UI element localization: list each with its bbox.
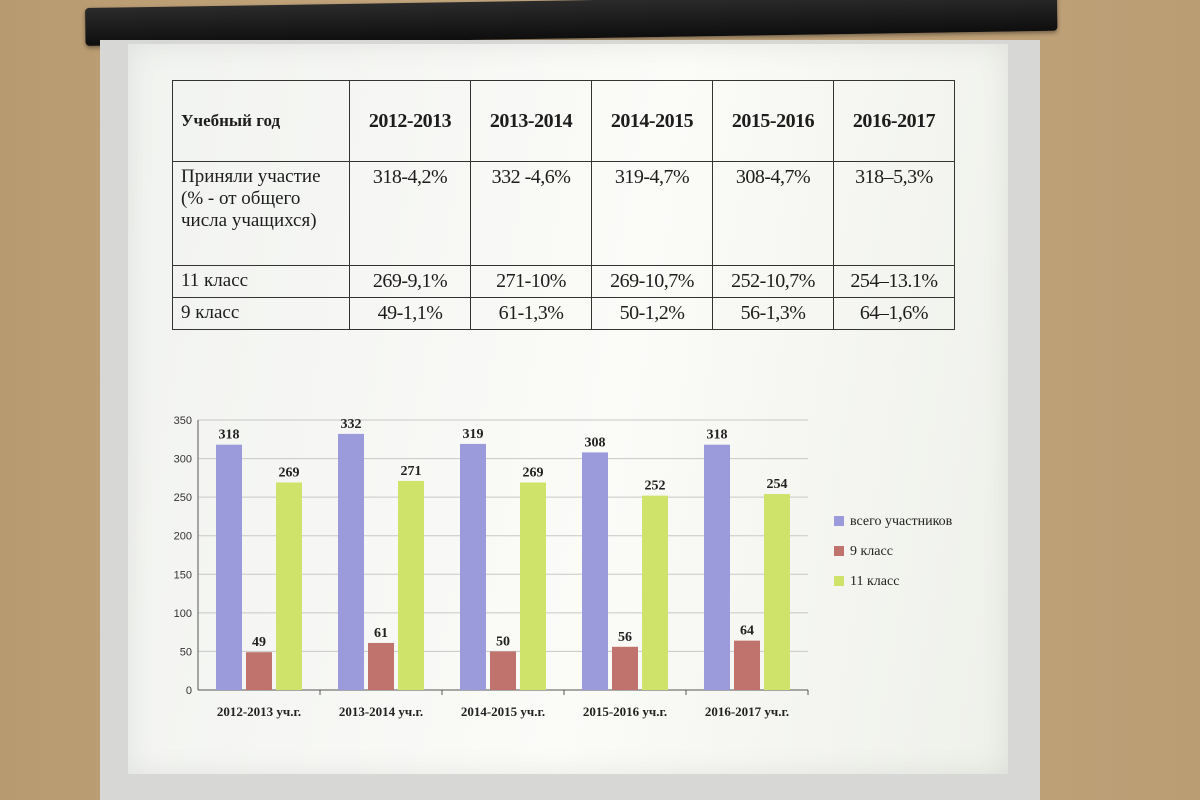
y-tick-label: 350 [174,415,192,427]
bar [582,452,608,690]
table-cell: 61-1,3% [470,297,592,330]
x-tick-label: 2015-2016 уч.г. [583,704,667,719]
y-tick-label: 50 [180,646,192,658]
data-label: 56 [618,630,632,645]
data-label: 332 [341,417,362,432]
table-cell: 269-9,1% [349,265,471,298]
table-row: 9 класс 49-1,1% 61-1,3% 50-1,2% 56-1,3% … [172,297,955,330]
legend-entry: 11 класс [850,574,899,589]
table-cell: 252-10,7% [712,265,834,298]
data-label: 308 [585,435,606,450]
legend-swatch [834,546,844,556]
data-label: 61 [374,626,388,641]
bar [460,443,486,690]
table-header-year: 2016-2017 [833,80,955,162]
legend-swatch [834,516,844,526]
bar-chart: 0 50 100 150 200 250 300 350 318 49 269 2012-2013 у… [174,415,953,719]
table-cell: 318-4,2% [349,161,471,266]
table-header-label: Учебный год [172,80,350,162]
table-cell: 254–13.1% [833,265,955,298]
bar [764,494,790,690]
y-tick-label: 100 [174,608,192,620]
bar [704,444,730,690]
table-cell: 318–5,3% [833,161,955,266]
statistics-table: Учебный год 2012-2013 2013-2014 2014-201… [172,80,955,330]
y-tick-label: 200 [174,531,192,543]
data-label: 271 [401,464,422,479]
data-label: 254 [767,477,788,492]
x-tick-label: 2012-2013 уч.г. [217,704,301,719]
bar [734,640,760,690]
table-cell: 269-10,7% [591,265,713,298]
data-label: 49 [252,635,266,650]
table-header-year: 2014-2015 [591,80,713,162]
row-label-grade-11: 11 класс [172,265,350,298]
y-tick-label: 250 [174,492,192,504]
table-cell: 308-4,7% [712,161,834,266]
bar [246,652,272,690]
bar [398,480,424,690]
table-header-year: 2012-2013 [349,80,471,162]
table-header-year: 2013-2014 [470,80,592,162]
y-tick-label: 0 [186,685,192,697]
table-cell: 64–1,6% [833,297,955,330]
row-label-participants: Приняли участие (% - от общего числа уча… [172,161,350,266]
table-header-year: 2015-2016 [712,80,834,162]
legend-swatch [834,576,844,586]
bar [490,651,516,690]
table-cell: 319-4,7% [591,161,713,266]
y-tick-label: 150 [174,569,192,581]
data-label: 252 [645,479,666,494]
table-cell: 56-1,3% [712,297,834,330]
table-row: 11 класс 269-9,1% 271-10% 269-10,7% 252-… [172,265,955,298]
x-tick-label: 2016-2017 уч.г. [705,704,789,719]
y-tick-label: 300 [174,454,192,466]
bar [338,433,364,690]
bar [216,444,242,690]
legend-entry: 9 класс [850,544,893,559]
x-tick-label: 2013-2014 уч.г. [339,704,423,719]
bar [276,482,302,690]
table-row: Приняли участие (% - от общего числа уча… [172,161,955,266]
bar [642,495,668,690]
legend-entry: всего участников [850,514,953,529]
x-tick-label: 2014-2015 уч.г. [461,704,545,719]
table-cell: 332 -4,6% [470,161,592,266]
table-cell: 50-1,2% [591,297,713,330]
data-label: 50 [496,634,510,649]
data-label: 269 [279,465,300,480]
data-label: 318 [707,428,728,443]
bar [520,482,546,690]
bar [612,646,638,690]
table-header-row: Учебный год 2012-2013 2013-2014 2014-201… [172,80,955,162]
data-label: 319 [463,427,484,442]
data-label: 269 [523,465,544,480]
data-label: 318 [219,428,240,443]
presentation-slide: Учебный год 2012-2013 2013-2014 2014-201… [128,44,1008,774]
table-cell: 49-1,1% [349,297,471,330]
data-label: 64 [740,624,754,639]
bar [368,642,394,690]
table-cell: 271-10% [470,265,592,298]
row-label-grade-9: 9 класс [172,297,350,330]
